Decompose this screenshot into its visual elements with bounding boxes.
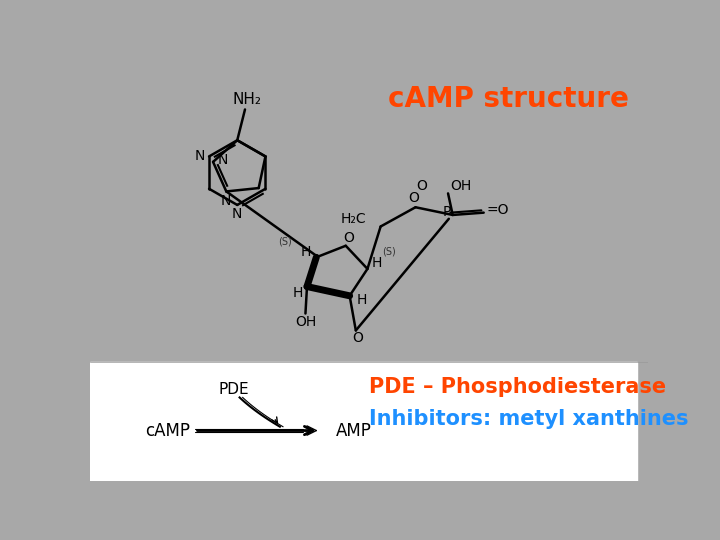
- Text: N: N: [221, 194, 232, 208]
- Text: AMP: AMP: [336, 422, 372, 440]
- Text: H: H: [300, 245, 310, 259]
- Text: OH: OH: [294, 315, 316, 329]
- Text: H₂C: H₂C: [341, 212, 366, 226]
- Text: H: H: [372, 256, 382, 271]
- Text: (S): (S): [279, 237, 292, 247]
- Text: Inhibitors: metyl xanthines: Inhibitors: metyl xanthines: [369, 409, 688, 429]
- Bar: [90, 362, 637, 481]
- Text: O: O: [416, 179, 427, 193]
- Text: cAMP structure: cAMP structure: [388, 85, 629, 113]
- Text: O: O: [408, 191, 419, 205]
- Text: N: N: [217, 153, 228, 166]
- Text: N: N: [232, 207, 243, 221]
- Text: H: H: [292, 286, 303, 300]
- Text: O: O: [343, 231, 354, 245]
- Text: PDE – Phosphodiesterase: PDE – Phosphodiesterase: [369, 377, 666, 397]
- Text: N: N: [194, 150, 205, 164]
- Text: OH: OH: [450, 179, 471, 193]
- Text: O: O: [352, 331, 363, 345]
- Text: (S): (S): [382, 247, 396, 257]
- Text: H: H: [357, 293, 367, 307]
- Text: P: P: [442, 205, 451, 219]
- Text: PDE: PDE: [218, 382, 248, 397]
- Text: NH₂: NH₂: [232, 92, 261, 107]
- Text: =O: =O: [487, 202, 509, 217]
- Text: cAMP: cAMP: [145, 422, 190, 440]
